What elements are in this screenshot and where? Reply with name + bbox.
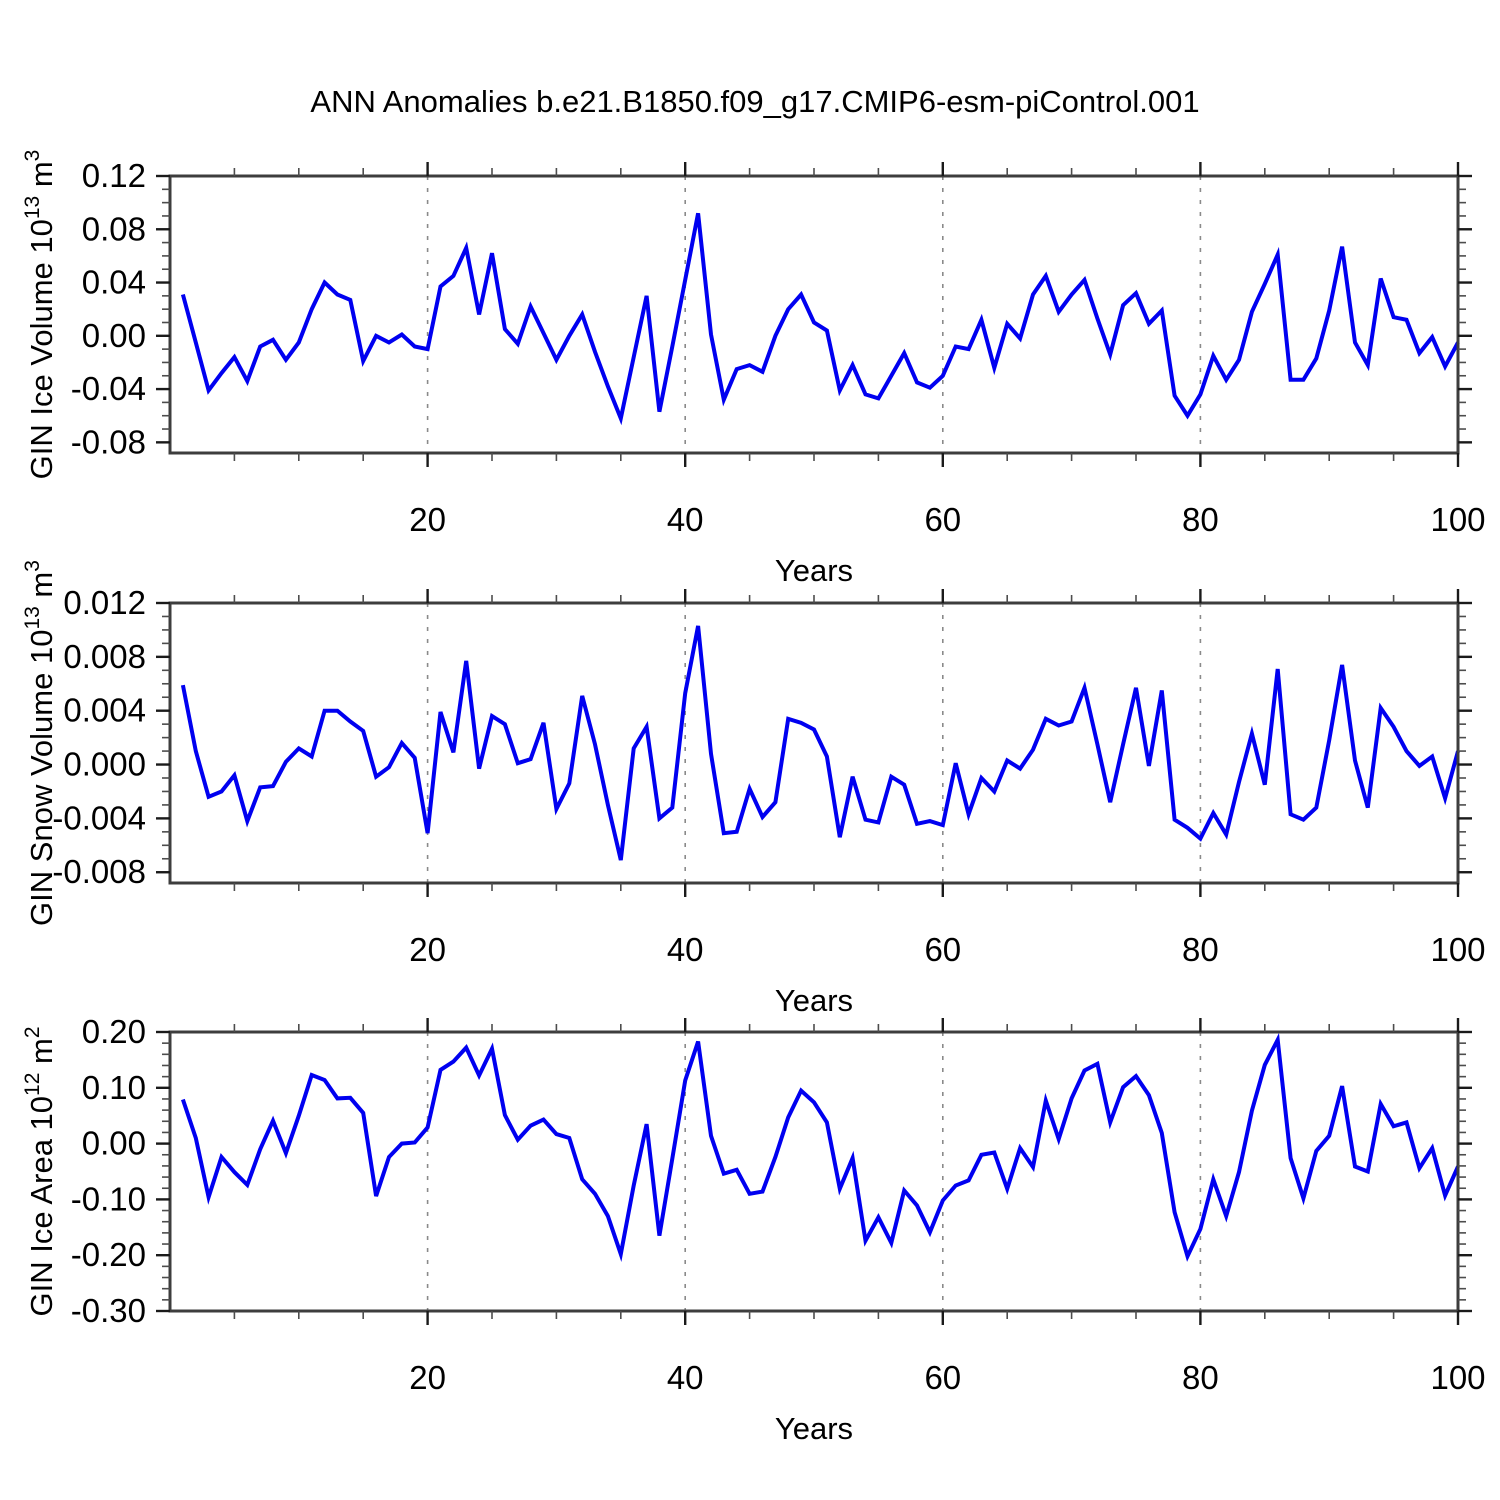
y-tick-label: 0.00 bbox=[82, 317, 146, 354]
y-tick-label: 0.008 bbox=[63, 638, 146, 675]
chart-title: ANN Anomalies b.e21.B1850.f09_g17.CMIP6-… bbox=[310, 84, 1199, 119]
y-axis-label: GIN Ice Volume 1013 m3 bbox=[21, 150, 59, 480]
y-tick-label: 0.10 bbox=[82, 1069, 146, 1106]
x-tick-label: 60 bbox=[924, 501, 961, 538]
y-tick-label: 0.20 bbox=[82, 1013, 146, 1050]
y-tick-label: 0.004 bbox=[63, 692, 146, 729]
panel-gin-ice-volume: 20 40 60 80 100 0.12 0.08 0.04 0.00 -0.04 -0.08 GIN… bbox=[21, 150, 1486, 588]
x-tick-label: 40 bbox=[667, 501, 704, 538]
y-tick-label: -0.008 bbox=[52, 853, 146, 890]
y-tick-label: 0.000 bbox=[63, 746, 146, 783]
y-tick-label: -0.004 bbox=[52, 799, 146, 836]
plot-frame bbox=[168, 1030, 1460, 1313]
y-tick-label: 0.012 bbox=[63, 584, 146, 621]
panels-group: 20 40 60 80 100 0.12 0.08 0.04 0.00 -0.04 -0.08 GIN… bbox=[21, 150, 1486, 1446]
y-tick-label: 0.00 bbox=[82, 1125, 146, 1162]
x-tick-label: 20 bbox=[409, 931, 446, 968]
x-tick-label: 80 bbox=[1182, 501, 1219, 538]
x-axis-label: Years bbox=[775, 1411, 853, 1446]
y-tick-label: -0.20 bbox=[71, 1236, 146, 1273]
plot-frame bbox=[168, 174, 1460, 455]
x-tick-label: 20 bbox=[409, 501, 446, 538]
x-tick-label: 80 bbox=[1182, 1359, 1219, 1396]
x-tick-label: 100 bbox=[1430, 501, 1485, 538]
y-tick-label: -0.30 bbox=[71, 1292, 146, 1329]
x-tick-label: 100 bbox=[1430, 1359, 1485, 1396]
data-line-gin-ice-volume bbox=[180, 212, 1460, 426]
y-tick-label: -0.08 bbox=[71, 423, 146, 460]
x-tick-label: 40 bbox=[667, 1359, 704, 1396]
data-line-gin-snow-volume bbox=[180, 625, 1460, 861]
y-tick-label: 0.04 bbox=[82, 264, 146, 301]
x-tick-label: 80 bbox=[1182, 931, 1219, 968]
data-line-gin-ice-area bbox=[181, 1032, 1460, 1262]
x-tick-label: 100 bbox=[1430, 931, 1485, 968]
x-axis-label: Years bbox=[775, 983, 853, 1018]
y-axis-label: GIN Ice Area 1012 m2 bbox=[21, 1026, 59, 1316]
x-axis-label: Years bbox=[775, 553, 853, 588]
y-tick-label: 0.08 bbox=[82, 210, 146, 247]
y-tick-label: -0.10 bbox=[71, 1180, 146, 1217]
x-tick-label: 40 bbox=[667, 931, 704, 968]
panel-gin-ice-area: 20 40 60 80 100 0.20 0.10 0.00 -0.10 -0.20 -0.30 GI… bbox=[21, 1013, 1486, 1446]
x-tick-label: 20 bbox=[409, 1359, 446, 1396]
x-tick-label: 60 bbox=[924, 931, 961, 968]
plot-frame bbox=[168, 601, 1460, 885]
y-tick-label: -0.04 bbox=[71, 370, 146, 407]
y-tick-label: 0.12 bbox=[82, 157, 146, 194]
panel-gin-snow-volume: 20 40 60 80 100 0.012 0.008 0.004 0.000 -0.004 -0.… bbox=[21, 560, 1486, 1018]
y-axis-label: GIN Snow Volume 1013 m3 bbox=[21, 560, 59, 926]
x-tick-label: 60 bbox=[924, 1359, 961, 1396]
